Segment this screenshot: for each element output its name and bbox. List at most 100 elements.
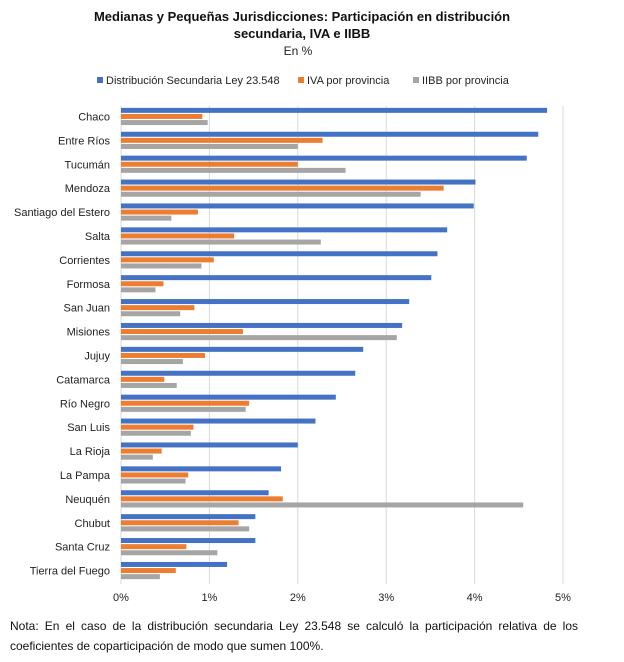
category-label: Salta [85, 231, 111, 243]
bar [121, 514, 256, 520]
x-tick-label: 5% [555, 592, 571, 604]
category-label: La Rioja [70, 446, 111, 458]
bar [121, 400, 250, 406]
bar [121, 359, 183, 365]
legend: Distribución Secundaria Ley 23.548 IVA po… [97, 75, 510, 87]
bar [121, 490, 269, 496]
bar [121, 299, 410, 305]
category-labels: Chaco Entre Ríos Tucumán Mendoza Santiago de… [14, 111, 111, 577]
bar [121, 281, 164, 287]
category-label: Corrientes [59, 255, 110, 267]
bar [121, 143, 298, 149]
bar [121, 209, 198, 215]
bar [121, 454, 153, 460]
legend-label: IIBB por provincia [422, 75, 510, 87]
category-label: Neuquén [65, 494, 110, 506]
chart-title-line: secundaria, IVA e IIBB [234, 26, 371, 41]
bar [121, 263, 202, 269]
bar [121, 478, 186, 484]
bar [121, 233, 235, 239]
bar [121, 346, 364, 352]
category-label: Tucumán [65, 159, 110, 171]
bar [121, 502, 524, 508]
category-label: Chaco [78, 111, 110, 123]
chart-subtitle: En % [284, 44, 313, 58]
bar [121, 131, 539, 137]
bar [121, 520, 239, 526]
bar [121, 185, 444, 191]
category-label: Catamarca [56, 374, 111, 386]
bar [121, 227, 448, 233]
bar [121, 561, 228, 567]
bar [121, 287, 156, 293]
chart-title-line: Medianas y Pequeñas Jurisdicciones: Part… [94, 9, 510, 24]
bar [121, 335, 397, 341]
bar [121, 311, 181, 317]
x-tick-label: 3% [378, 592, 394, 604]
bar [121, 257, 214, 263]
bar [121, 496, 283, 502]
bar [121, 161, 298, 167]
bar [121, 120, 208, 126]
legend-label: Distribución Secundaria Ley 23.548 [106, 75, 280, 87]
category-label: Formosa [67, 279, 111, 291]
bar [121, 472, 189, 478]
legend-label: IVA por provincia [307, 75, 390, 87]
bar [121, 137, 323, 143]
bar [121, 574, 160, 580]
bar [121, 305, 195, 311]
legend-swatch [298, 77, 304, 83]
bar [121, 382, 177, 388]
bar [121, 538, 256, 544]
x-tick-label: 1% [201, 592, 217, 604]
bar [121, 376, 165, 382]
bar [121, 191, 421, 197]
bar [121, 418, 316, 424]
bar [121, 179, 476, 185]
x-tick-label: 4% [467, 592, 483, 604]
bar [121, 394, 336, 400]
bar [121, 424, 194, 430]
footnote: Nota: En el caso de la distribución secu… [10, 619, 578, 653]
bar [121, 215, 172, 221]
bar [121, 155, 527, 161]
x-tick-label: 2% [290, 592, 306, 604]
bar [121, 203, 474, 209]
category-label: San Juan [64, 303, 110, 315]
bar [121, 550, 218, 556]
category-label: Mendoza [65, 183, 111, 195]
bar [121, 113, 203, 119]
bar [121, 430, 191, 436]
legend-swatch [97, 77, 103, 83]
category-label: Entre Ríos [58, 135, 110, 147]
bar [121, 406, 246, 412]
bar [121, 526, 250, 532]
bar [121, 107, 548, 113]
category-label: Santa Cruz [55, 542, 110, 554]
bar [121, 352, 205, 358]
category-label: Chubut [75, 518, 110, 530]
bar [121, 239, 321, 245]
bar [121, 251, 438, 257]
bar [121, 167, 346, 173]
legend-swatch [413, 77, 419, 83]
category-label: San Luis [67, 422, 110, 434]
bar [121, 448, 162, 454]
x-tick-label: 0% [113, 592, 129, 604]
category-label: Tierra del Fuego [30, 566, 110, 578]
bar [121, 466, 282, 472]
bar [121, 442, 298, 448]
category-label: Jujuy [84, 350, 110, 362]
category-label: Río Negro [60, 398, 110, 410]
bar [121, 544, 187, 550]
bar [121, 568, 176, 574]
chart: Medianas y Pequeñas Jurisdicciones: Part… [14, 9, 571, 604]
chart-title: Medianas y Pequeñas Jurisdicciones: Part… [94, 9, 510, 41]
x-tick-labels: 0% 1% 2% 3% 4% 5% [113, 592, 571, 604]
bar [121, 329, 243, 335]
category-label: La Pampa [60, 470, 111, 482]
bar [121, 275, 432, 281]
bars [121, 107, 548, 580]
category-label: Santiago del Estero [14, 207, 110, 219]
category-label: Misiones [67, 327, 111, 339]
